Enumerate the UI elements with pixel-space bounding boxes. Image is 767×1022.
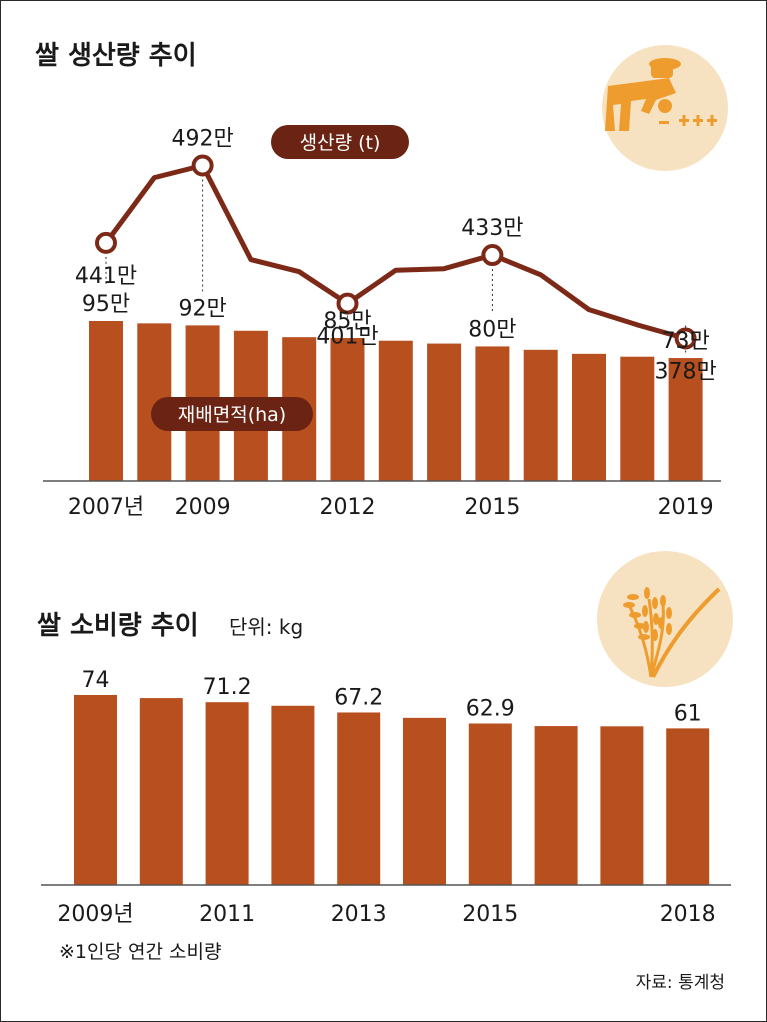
consumption-value-label-2013: 67.2 bbox=[334, 685, 383, 710]
consumption-x-tick-2013: 2013 bbox=[331, 902, 387, 927]
area-bar-2013 bbox=[378, 340, 413, 481]
production-value-label-2012: 401만 bbox=[316, 325, 378, 350]
consumption-bars bbox=[74, 695, 710, 885]
production-value-label-2015: 433만 bbox=[461, 216, 523, 241]
production-value-label-2019: 378만 bbox=[654, 360, 716, 385]
production-legend-label: 생산량 (t) bbox=[300, 132, 381, 154]
production-x-tick-2012: 2012 bbox=[320, 495, 376, 520]
unit-label: 단위: kg bbox=[229, 615, 303, 639]
area-legend: 재배면적(ha) bbox=[151, 397, 313, 431]
area-bar-2007 bbox=[89, 321, 123, 481]
production-marker-2015 bbox=[481, 244, 504, 267]
rice-stalk-icon bbox=[597, 551, 733, 687]
consumption-bar-2013 bbox=[337, 712, 381, 885]
consumption-bar-2009 bbox=[74, 695, 117, 885]
consumption-bar-2012 bbox=[271, 705, 315, 885]
area-bar-2014 bbox=[427, 343, 462, 481]
production-x-tick-2015: 2015 bbox=[464, 495, 520, 520]
production-marker-2019 bbox=[674, 327, 697, 350]
production-labels: 441만 492만 401만 433만 378만 95만 92만 85만 80만 73만 2007년… bbox=[68, 126, 717, 520]
area-value-label-2015: 80만 bbox=[468, 317, 516, 342]
consumption-bar-2015 bbox=[468, 723, 512, 885]
source-note: 자료: 통계청 bbox=[636, 973, 725, 993]
consumption-bar-2016 bbox=[534, 726, 578, 885]
consumption-value-label-2009: 74 bbox=[82, 668, 110, 693]
production-value-label-2009: 492만 bbox=[171, 126, 233, 151]
consumption-x-tick-2018: 2018 bbox=[660, 902, 716, 927]
consumption-bar-2017 bbox=[600, 726, 644, 885]
production-legend: 생산량 (t) bbox=[271, 125, 409, 159]
area-legend-label: 재배면적(ha) bbox=[178, 404, 286, 426]
consumption-bar-2014 bbox=[403, 717, 446, 885]
area-bar-2017 bbox=[572, 353, 606, 481]
consumption-chart-title: 쌀 소비량 추이 bbox=[37, 611, 199, 641]
production-marker-2012 bbox=[336, 292, 359, 315]
production-marker-2009 bbox=[191, 154, 214, 177]
consumption-bar-2010 bbox=[139, 698, 183, 885]
area-bar-2019 bbox=[668, 358, 703, 481]
area-value-label-2019: 73만 bbox=[661, 329, 709, 354]
area-bar-2015 bbox=[475, 346, 510, 481]
consumption-bar-2018 bbox=[666, 728, 710, 885]
consumption-value-label-2011: 71.2 bbox=[203, 675, 252, 700]
production-chart-title: 쌀 생산량 추이 bbox=[35, 41, 197, 71]
consumption-value-label-2018: 61 bbox=[674, 701, 702, 726]
area-value-label-2007: 95만 bbox=[82, 292, 130, 317]
production-x-tick-2019: 2019 bbox=[658, 495, 714, 520]
consumption-bar-2011 bbox=[205, 702, 249, 885]
consumption-x-tick-2015: 2015 bbox=[462, 902, 518, 927]
production-x-tick-2009: 2009 bbox=[175, 495, 231, 520]
area-bar-2018 bbox=[620, 356, 655, 481]
area-value-label-2009: 92만 bbox=[178, 296, 226, 321]
farmer-planting-icon bbox=[602, 45, 728, 171]
production-x-tick-2007: 2007년 bbox=[68, 495, 144, 520]
production-line bbox=[95, 154, 697, 350]
consumption-labels: 74 71.2 67.2 62.9 61 2009년 2011 2013 2015 2018 bbox=[57, 668, 715, 927]
consumption-x-tick-2009: 2009년 bbox=[57, 902, 133, 927]
area-bar-2012 bbox=[330, 338, 365, 481]
consumption-x-tick-2011: 2011 bbox=[199, 902, 255, 927]
production-marker-2007 bbox=[95, 231, 117, 254]
footnote: ※1인당 연간 소비량 bbox=[59, 941, 221, 963]
production-value-label-2007: 441만 bbox=[75, 264, 137, 289]
consumption-value-label-2015: 62.9 bbox=[466, 697, 515, 722]
area-bar-2016 bbox=[523, 349, 558, 481]
area-value-label-2012: 85만 bbox=[323, 309, 371, 334]
